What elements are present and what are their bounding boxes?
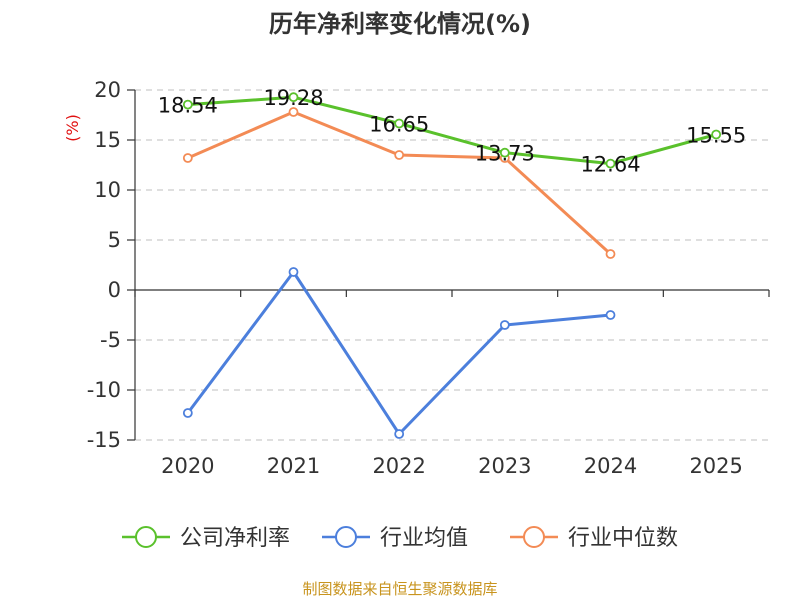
data-label: 19.28: [263, 86, 323, 110]
data-point: [394, 118, 405, 129]
data-point: [182, 153, 193, 163]
data-point: [605, 310, 616, 320]
data-label: 13.73: [475, 142, 535, 166]
y-tick-label: 5: [108, 228, 121, 252]
legend-label: 行业中位数: [568, 526, 678, 551]
data-point: [288, 267, 299, 277]
legend-marker: [135, 526, 157, 548]
data-point: [288, 107, 299, 117]
data-point: [182, 99, 193, 110]
y-tick-label: -10: [87, 378, 121, 402]
x-tick-label: 2021: [267, 454, 320, 478]
y-axis-ticks: 20 15 10 5 0 -5 -10 -15: [87, 78, 136, 452]
y-tick-label: 15: [94, 128, 121, 152]
data-label: 16.65: [369, 113, 429, 137]
data-point: [605, 158, 616, 169]
gridlines: [135, 89, 769, 441]
y-axis-label: (%): [63, 114, 82, 142]
legend-label: 行业均值: [380, 526, 468, 551]
data-point: [394, 150, 405, 160]
data-point: [288, 92, 299, 103]
data-label: 15.55: [686, 124, 746, 148]
data-label: 18.54: [158, 94, 218, 118]
legend-label: 公司净利率: [180, 526, 290, 551]
y-tick-label: 20: [94, 78, 121, 102]
data-point: [711, 129, 722, 140]
y-tick-label: 10: [94, 178, 121, 202]
legend-marker: [523, 526, 545, 548]
x-tick-label: 2020: [161, 454, 214, 478]
x-tick-label: 2022: [372, 454, 425, 478]
data-point: [605, 249, 616, 259]
x-tick-label: 2023: [478, 454, 531, 478]
data-point: [182, 408, 193, 418]
data-label: 12.64: [580, 153, 640, 177]
x-axis: 2020 2021 2022 2023 2024 2025: [134, 289, 770, 478]
legend-marker: [335, 526, 357, 548]
data-point: [394, 429, 405, 439]
series-group: [182, 92, 722, 439]
series-line: [187, 95, 717, 166]
data-labels: 18.54 19.28 16.65 13.73 12.64 15.55: [158, 86, 746, 176]
x-tick-label: 2025: [689, 454, 742, 478]
y-tick-label: 0: [108, 278, 121, 302]
chart-title: 历年净利率变化情况(%): [269, 10, 531, 38]
x-tick-label: 2024: [584, 454, 637, 478]
footer-source: 制图数据来自恒生聚源数据库: [302, 580, 497, 598]
series-line: [186, 270, 611, 436]
y-tick-label: -5: [100, 328, 121, 352]
y-tick-label: -15: [87, 428, 121, 452]
data-point: [499, 147, 510, 158]
legend: 公司净利率 行业均值 行业中位数: [122, 526, 678, 551]
data-point: [499, 320, 510, 330]
